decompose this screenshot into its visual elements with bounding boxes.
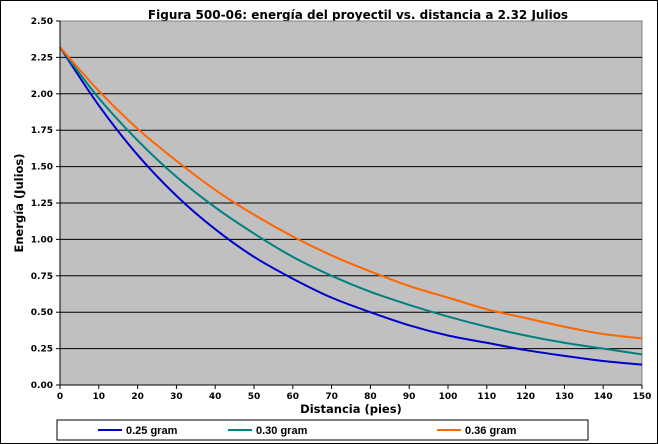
y-tick-label: 2.25 [31, 53, 53, 63]
x-tick-label: 20 [131, 392, 144, 402]
legend-box [56, 419, 589, 441]
x-tick-label: 130 [555, 392, 574, 402]
series-line-2 [59, 46, 643, 340]
legend-label-1: 0.30 gram [256, 425, 308, 437]
y-tick-label: 2.00 [31, 90, 53, 100]
x-tick-label: 50 [248, 392, 261, 402]
x-tick-label: 70 [325, 392, 338, 402]
x-tick-label: 30 [170, 392, 183, 402]
x-tick-label: 80 [364, 392, 377, 402]
x-tick-label: 40 [209, 392, 222, 402]
y-tick-label: 0.00 [31, 381, 53, 391]
x-tick-label: 60 [287, 392, 300, 402]
x-tick-label: 10 [93, 392, 106, 402]
series-line-0 [59, 46, 643, 366]
x-tick-label: 90 [403, 392, 416, 402]
y-tick-label: 1.75 [31, 126, 53, 136]
legend-label-0: 0.25 gram [126, 425, 178, 437]
y-tick-label: 0.50 [31, 308, 53, 318]
y-tick-label: 1.00 [31, 235, 53, 245]
x-tick-label: 100 [439, 392, 458, 402]
y-tick-label: 1.50 [31, 163, 53, 173]
x-tick-label: 120 [516, 392, 535, 402]
x-tick-label: 0 [57, 392, 63, 402]
y-tick-label: 1.25 [31, 199, 53, 209]
y-tick-label: 0.25 [31, 345, 53, 355]
x-tick-label: 150 [633, 392, 652, 402]
x-tick-label: 140 [594, 392, 613, 402]
y-axis-title: Energía (Julios) [12, 153, 26, 252]
legend: 0.25 gram 0.30 gram 0.36 gram [56, 419, 589, 441]
series-line-1 [59, 46, 643, 356]
series-layer [59, 46, 643, 366]
axis-layer: 0.00 0.25 0.50 0.75 1.00 1.25 1.50 1.75 2.00 2.25… [31, 17, 652, 402]
grid-layer [60, 56, 642, 350]
chart-title: Figura 500-06: energía del proyectil vs.… [148, 8, 568, 22]
legend-label-2: 0.36 gram [465, 425, 517, 437]
y-tick-label: 2.50 [31, 17, 53, 27]
x-tick-label: 110 [477, 392, 496, 402]
y-tick-label: 0.75 [31, 272, 53, 282]
x-axis-title: Distancia (pies) [300, 402, 402, 416]
